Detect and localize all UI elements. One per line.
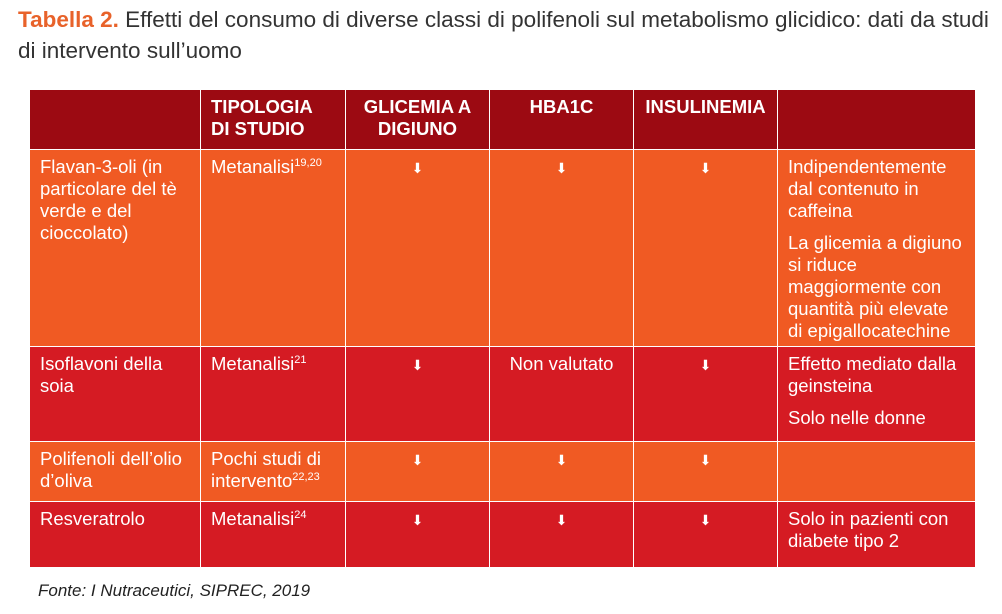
- glycemia-cell: ⬇: [345, 441, 490, 502]
- reference-superscript: 22,23: [292, 470, 320, 483]
- insulinemia-cell: ⬇: [633, 501, 778, 568]
- study-type-cell: Metanalisi21: [200, 346, 346, 442]
- glycemia-cell: ⬇: [345, 501, 490, 568]
- arrow-down-icon: ⬇: [699, 160, 712, 176]
- header-cell-notes: [777, 89, 976, 150]
- hba1c-cell: ⬇: [489, 501, 634, 568]
- study-type-text: Metanalisi: [211, 156, 295, 177]
- table-row: Flavan-3-oli (in particolare del tè verd…: [29, 149, 976, 347]
- polyphenol-class-cell: Flavan-3-oli (in particolare del tè verd…: [29, 149, 201, 347]
- arrow-down-icon: ⬇: [555, 512, 568, 528]
- caption-label: Tabella 2.: [18, 7, 119, 32]
- reference-superscript: 19,20: [294, 156, 322, 169]
- study-type-text: Pochi studi di intervento: [211, 448, 322, 491]
- arrow-down-icon: ⬇: [699, 357, 712, 373]
- table-header-row: TIPOLOGIA DI STUDIO GLICEMIA A DIGIUNO H…: [29, 89, 976, 150]
- insulinemia-cell: ⬇: [633, 346, 778, 442]
- arrow-down-icon: ⬇: [411, 357, 424, 373]
- hba1c-cell: ⬇: [489, 149, 634, 347]
- header-cell-class: [29, 89, 201, 150]
- note-text: Solo nelle donne: [788, 407, 926, 428]
- polyphenols-table: TIPOLOGIA DI STUDIO GLICEMIA A DIGIUNO H…: [29, 89, 976, 568]
- notes-cell: Indipendentemente dal contenuto in caffe…: [777, 149, 976, 347]
- header-cell-fasting-glycemia: GLICEMIA A DIGIUNO: [345, 89, 490, 150]
- header-cell-study-type: TIPOLOGIA DI STUDIO: [200, 89, 346, 150]
- reference-superscript: 24: [294, 508, 307, 521]
- notes-cell: Effetto mediato dalla geinsteina Solo ne…: [777, 346, 976, 442]
- study-type-text: Metanalisi: [211, 508, 295, 529]
- note-text: La glicemia a digiuno si riduce maggiorm…: [788, 232, 962, 341]
- table-row: Polifenoli dell’olio d’oliva Pochi studi…: [29, 441, 976, 502]
- arrow-down-icon: ⬇: [699, 452, 712, 468]
- arrow-down-icon: ⬇: [411, 452, 424, 468]
- insulinemia-cell: ⬇: [633, 149, 778, 347]
- hba1c-cell: ⬇: [489, 441, 634, 502]
- reference-superscript: 21: [294, 353, 307, 366]
- note-text: Effetto mediato dalla geinsteina: [788, 353, 957, 396]
- arrow-down-icon: ⬇: [411, 160, 424, 176]
- arrow-down-icon: ⬇: [555, 160, 568, 176]
- caption-text: Effetti del consumo di diverse classi di…: [18, 7, 989, 63]
- hba1c-cell: Non valutato: [489, 346, 634, 442]
- header-cell-insulinemia: INSULINEMIA: [633, 89, 778, 150]
- note-text: Solo in pazienti con diabete tipo 2: [788, 508, 949, 551]
- study-type-cell: Metanalisi24: [200, 501, 346, 568]
- glycemia-cell: ⬇: [345, 149, 490, 347]
- study-type-cell: Metanalisi19,20: [200, 149, 346, 347]
- study-type-text: Metanalisi: [211, 353, 295, 374]
- source-citation: Fonte: I Nutraceutici, SIPREC, 2019: [38, 581, 311, 600]
- notes-cell: [777, 441, 976, 502]
- arrow-down-icon: ⬇: [699, 512, 712, 528]
- glycemia-cell: ⬇: [345, 346, 490, 442]
- notes-cell: Solo in pazienti con diabete tipo 2: [777, 501, 976, 568]
- polyphenol-class-cell: Isoflavoni della soia: [29, 346, 201, 442]
- note-text: Indipendentemente dal contenuto in caffe…: [788, 156, 947, 221]
- insulinemia-cell: ⬇: [633, 441, 778, 502]
- study-type-cell: Pochi studi di intervento22,23: [200, 441, 346, 502]
- polyphenol-class-cell: Polifenoli dell’olio d’oliva: [29, 441, 201, 502]
- arrow-down-icon: ⬇: [411, 512, 424, 528]
- table-row: Isoflavoni della soia Metanalisi21 ⬇ Non…: [29, 346, 976, 442]
- arrow-down-icon: ⬇: [555, 452, 568, 468]
- polyphenol-class-cell: Resveratrolo: [29, 501, 201, 568]
- table-caption: Tabella 2. Effetti del consumo di divers…: [18, 4, 993, 66]
- table-row: Resveratrolo Metanalisi24 ⬇ ⬇ ⬇ Solo in …: [29, 501, 976, 568]
- header-cell-hba1c: HBA1C: [489, 89, 634, 150]
